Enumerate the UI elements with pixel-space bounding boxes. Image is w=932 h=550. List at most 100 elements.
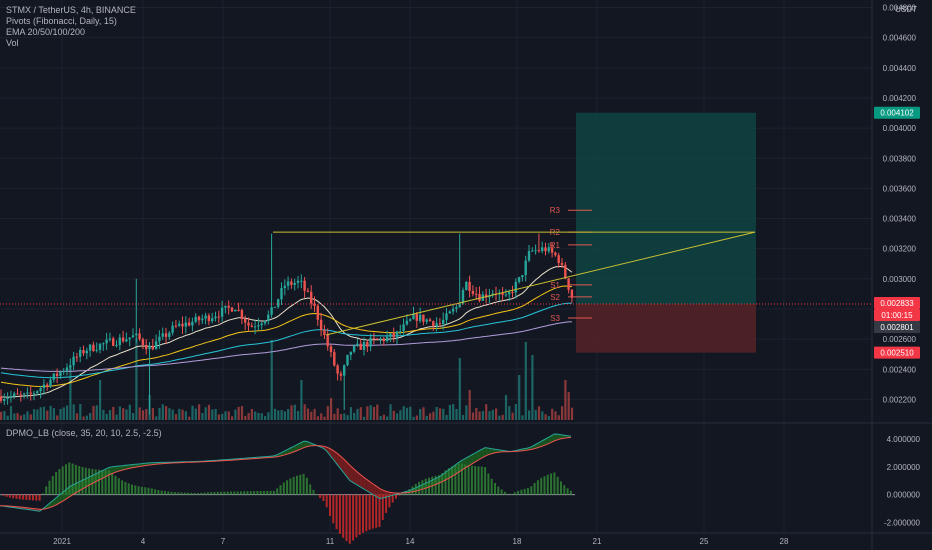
- volume-bar: [544, 414, 547, 420]
- osc-histogram-bar: [266, 490, 269, 495]
- candle-body: [102, 343, 105, 345]
- target-zone: [576, 112, 756, 304]
- candle-body: [412, 313, 415, 320]
- volume-bar: [85, 415, 88, 420]
- osc-histogram-bar: [461, 463, 463, 495]
- legend-pivots[interactable]: Pivots (Fibonacci, Daily, 15): [6, 16, 117, 26]
- candle-body: [319, 319, 323, 331]
- candle-body: [376, 338, 379, 340]
- volume-bar: [491, 409, 494, 420]
- osc-histogram-bar: [223, 491, 226, 495]
- volume-bar: [214, 408, 217, 420]
- volume-bar: [508, 406, 511, 420]
- candle-body: [541, 247, 544, 251]
- volume-bar: [396, 413, 399, 420]
- osc-histogram-bar: [332, 494, 335, 524]
- candle-body: [409, 319, 412, 321]
- volume-bar: [478, 411, 481, 420]
- osc-histogram-bar: [395, 494, 397, 499]
- candle-body: [16, 393, 19, 395]
- volume-bar: [432, 411, 435, 420]
- volume-bar: [128, 404, 131, 420]
- candle-body: [296, 280, 300, 283]
- volume-bar: [191, 405, 194, 420]
- volume-bar: [438, 408, 442, 420]
- volume-bar: [198, 404, 201, 420]
- osc-histogram-bar: [517, 490, 520, 495]
- triangle-support: [325, 231, 756, 336]
- price-tick-label: 0.004200: [883, 94, 917, 103]
- candle-body: [250, 325, 253, 327]
- ema-line: [0, 285, 572, 388]
- volume-bar: [171, 409, 174, 420]
- volume-bar: [402, 406, 405, 420]
- osc-histogram-bar: [411, 486, 414, 495]
- price-axis[interactable]: 0.0022000.0024000.0026000.0028000.003000…: [883, 4, 917, 405]
- osc-histogram-bar: [8, 494, 11, 498]
- volume-bar: [524, 342, 527, 420]
- candle-body: [207, 315, 211, 322]
- time-axis[interactable]: 2021 4 7 11 14 18 21 25 28: [53, 537, 789, 546]
- volume-bar: [247, 413, 250, 420]
- osc-histogram-bar: [533, 482, 536, 495]
- osc-histogram-bar: [22, 494, 25, 500]
- osc-main-line: [0, 433, 571, 512]
- price-tick-label: 0.004000: [883, 124, 917, 133]
- osc-histogram-bar: [345, 494, 348, 542]
- osc-histogram-bar: [441, 473, 444, 495]
- volume-bars: [0, 338, 574, 420]
- volume-bar: [72, 404, 75, 420]
- osc-histogram-bar: [322, 494, 325, 501]
- osc-histogram-bar: [127, 483, 130, 495]
- candle-body: [105, 339, 108, 344]
- volume-bar: [287, 408, 290, 420]
- volume-bar: [425, 415, 428, 420]
- volume-bar: [471, 412, 475, 420]
- osc-fill: [547, 435, 552, 444]
- volume-bar: [409, 406, 412, 420]
- candle-body: [174, 325, 178, 327]
- candle-body: [82, 350, 85, 354]
- osc-histogram-bar: [203, 492, 206, 495]
- osc-histogram-bar: [490, 478, 493, 495]
- candle-body: [131, 335, 135, 338]
- candle-body: [161, 333, 164, 337]
- candle-body: [339, 373, 343, 376]
- osc-fill: [115, 466, 119, 473]
- volume-bar: [29, 414, 32, 420]
- candle-body: [118, 337, 121, 346]
- legend-ema[interactable]: EMA 20/50/100/200: [6, 27, 86, 37]
- volume-bar: [379, 416, 382, 420]
- volume-bar: [217, 414, 220, 420]
- volume-bar: [46, 410, 49, 420]
- volume-bar: [280, 409, 283, 420]
- osc-histogram-bar: [220, 491, 223, 495]
- price-label-text: 01:00:15: [881, 311, 913, 320]
- candle-body: [537, 250, 541, 252]
- osc-fill: [468, 454, 472, 466]
- volume-bar: [16, 413, 19, 420]
- osc-fill: [369, 481, 373, 495]
- osc-histogram-bar: [210, 492, 213, 495]
- candle-body: [471, 290, 475, 294]
- oscillator-title[interactable]: DPMO_LB (close, 35, 20, 10, 2.5, -2.5): [6, 428, 162, 438]
- osc-histogram-bar: [177, 492, 180, 495]
- osc-histogram-bar: [249, 491, 252, 495]
- price-tick-label: 0.004400: [883, 64, 917, 73]
- osc-fill: [471, 453, 476, 464]
- osc-histogram-bar: [543, 476, 546, 495]
- volume-bar: [237, 406, 240, 420]
- volume-bar: [537, 406, 541, 420]
- osc-fill: [339, 455, 344, 473]
- volume-bar: [254, 411, 257, 420]
- legend-symbol[interactable]: STMX / TetherUS, 4h, BINANCE: [6, 5, 136, 15]
- candle-body: [108, 338, 112, 340]
- candle-body: [531, 250, 534, 252]
- osc-histogram-bar: [35, 494, 38, 501]
- legend-vol[interactable]: Vol: [6, 38, 19, 48]
- osc-fill: [112, 466, 116, 474]
- candle-body: [65, 367, 69, 371]
- osc-histogram-bar: [0, 494, 1, 496]
